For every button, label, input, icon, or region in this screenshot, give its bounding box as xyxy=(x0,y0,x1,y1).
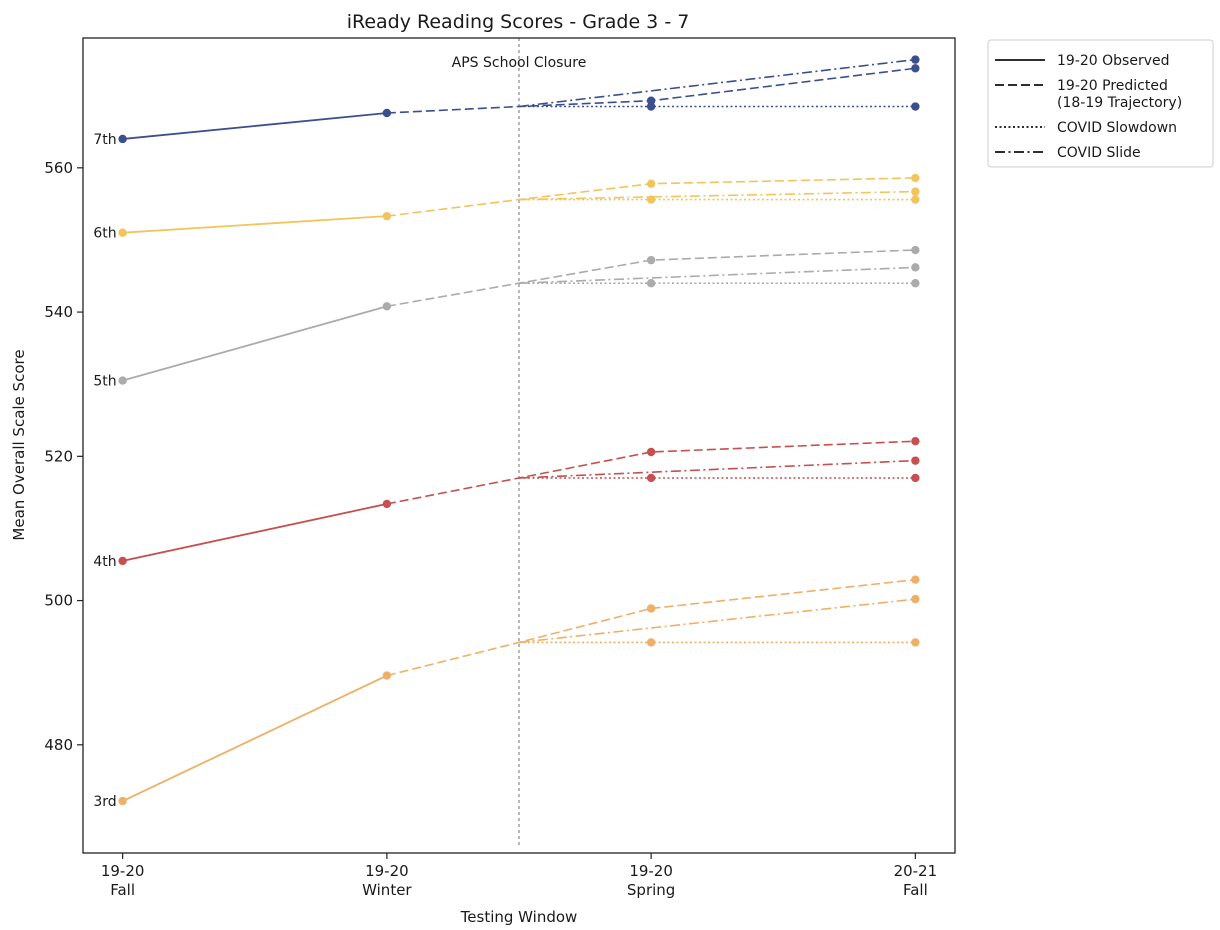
point-5th-predicted-x2 xyxy=(646,255,656,265)
y-tick-label-540: 540 xyxy=(44,303,73,321)
line-7th-observed xyxy=(122,112,387,140)
point-3rd-observed-x0 xyxy=(118,796,127,806)
grade-label-3rd: 3rd xyxy=(93,794,116,810)
grade-label-6th: 6th xyxy=(93,226,116,242)
x-tick-label-1: 19-20 Winter xyxy=(362,862,412,899)
line-6th-observed xyxy=(122,215,387,234)
y-tick-label-480: 480 xyxy=(44,736,73,754)
line-3rd-slide xyxy=(518,598,916,644)
grade-label-4th: 4th xyxy=(93,554,116,570)
point-5th-slowdown-x2 xyxy=(646,279,656,288)
point-7th-predicted-x2 xyxy=(646,96,656,105)
x-tick-label-line2: Fall xyxy=(110,881,135,899)
point-3rd-predicted-x2 xyxy=(646,604,656,613)
x-tick-label-line1: 19-20 xyxy=(629,862,673,880)
series-3rd: 3rd xyxy=(93,575,920,810)
line-6th-predicted xyxy=(386,177,916,217)
point-7th-slowdown-x3 xyxy=(911,102,920,111)
line-7th-slide xyxy=(518,58,916,108)
legend-label-line: COVID Slide xyxy=(1057,145,1141,161)
x-tick-label-line2: Spring xyxy=(627,881,675,899)
point-6th-observed-x0 xyxy=(118,228,127,237)
point-5th-observed-x0 xyxy=(118,376,127,385)
point-5th-slide-x3 xyxy=(911,263,920,272)
point-7th-predicted-x3 xyxy=(911,64,920,73)
y-axis-label: Mean Overall Scale Score xyxy=(10,349,28,540)
point-3rd-predicted-x3 xyxy=(911,575,920,584)
x-axis-label: Testing Window xyxy=(460,908,578,926)
y-tick-label-560: 560 xyxy=(44,159,73,177)
legend-box xyxy=(987,39,1214,168)
legend-label-dotted: COVID Slowdown xyxy=(1057,120,1177,136)
point-4th-observed-x1 xyxy=(382,499,392,509)
chart-title: iReady Reading Scores - Grade 3 - 7 xyxy=(347,11,690,33)
point-4th-predicted-x3 xyxy=(911,436,920,446)
y-tick-label-520: 520 xyxy=(44,447,73,465)
series-4th: 4th xyxy=(93,436,920,570)
line-7th-predicted xyxy=(386,67,916,114)
x-tick-label-line2: Winter xyxy=(362,881,412,899)
legend: 19-20 Observed 19-20 Predicted (18-19 Traj… xyxy=(987,39,1214,168)
line-6th-slide xyxy=(518,190,916,201)
series-layer: 7th 6th 5th 4th 3rd xyxy=(93,55,920,810)
legend-label-line: 19-20 Predicted xyxy=(1057,78,1168,94)
x-tick-label-0: 19-20 Fall xyxy=(101,862,145,899)
line-5th-observed xyxy=(122,305,388,382)
series-7th: 7th xyxy=(93,55,920,148)
series-5th: 5th xyxy=(93,245,920,390)
plot-frame xyxy=(82,37,956,854)
legend-label-solid: 19-20 Observed xyxy=(1057,53,1170,69)
legend-label-line: 19-20 Observed xyxy=(1057,53,1170,69)
point-5th-slowdown-x3 xyxy=(911,279,920,288)
legend-label-line: (18-19 Trajectory) xyxy=(1057,95,1182,111)
grade-label-5th: 5th xyxy=(93,374,116,390)
x-tick-label-2: 19-20 Spring xyxy=(627,862,675,899)
point-3rd-slowdown-x2 xyxy=(646,638,656,647)
point-6th-predicted-x3 xyxy=(911,173,920,183)
line-4th-observed xyxy=(122,503,388,562)
x-tick-label-line1: 20-21 xyxy=(894,862,938,880)
point-3rd-slide-x3 xyxy=(911,594,920,604)
y-tick-label-500: 500 xyxy=(44,592,73,610)
legend-label-dashed: 19-20 Predicted (18-19 Trajectory) xyxy=(1057,78,1182,111)
point-6th-slowdown-x2 xyxy=(646,195,656,204)
point-6th-predicted-x2 xyxy=(646,179,656,188)
point-7th-slide-x3 xyxy=(911,55,920,64)
line-4th-slide xyxy=(518,459,916,479)
point-7th-observed-x1 xyxy=(382,108,392,118)
grade-label-7th: 7th xyxy=(93,132,116,148)
line-3rd-predicted xyxy=(386,578,916,677)
legend-label-line: COVID Slowdown xyxy=(1057,120,1177,136)
legend-label-dashdot: COVID Slide xyxy=(1057,145,1141,161)
x-tick-label-3: 20-21 Fall xyxy=(894,862,938,899)
point-5th-observed-x1 xyxy=(382,302,392,311)
x-tick-label-line2: Fall xyxy=(903,881,928,899)
point-7th-slowdown-x2 xyxy=(646,102,656,111)
point-3rd-observed-x1 xyxy=(382,671,392,680)
point-4th-predicted-x2 xyxy=(646,447,656,457)
x-tick-label-line1: 19-20 xyxy=(365,862,409,880)
series-6th: 6th xyxy=(93,173,920,242)
point-4th-slide-x3 xyxy=(911,456,920,465)
point-6th-slide-x3 xyxy=(911,187,920,196)
point-5th-predicted-x3 xyxy=(911,245,920,255)
point-3rd-slowdown-x3 xyxy=(911,638,920,647)
closure-label: APS School Closure xyxy=(452,55,587,71)
point-4th-slowdown-x3 xyxy=(911,473,920,483)
point-6th-observed-x1 xyxy=(382,211,392,221)
point-4th-observed-x0 xyxy=(118,556,127,566)
x-tick-label-line1: 19-20 xyxy=(101,862,145,880)
line-5th-slide xyxy=(518,266,916,284)
closure-layer: APS School Closure xyxy=(452,38,587,845)
point-6th-slowdown-x3 xyxy=(911,195,920,204)
line-3rd-observed xyxy=(122,674,388,802)
point-4th-slowdown-x2 xyxy=(646,473,656,483)
point-7th-observed-x0 xyxy=(118,134,127,144)
line-4th-predicted xyxy=(386,440,916,505)
line-5th-predicted xyxy=(386,249,916,308)
